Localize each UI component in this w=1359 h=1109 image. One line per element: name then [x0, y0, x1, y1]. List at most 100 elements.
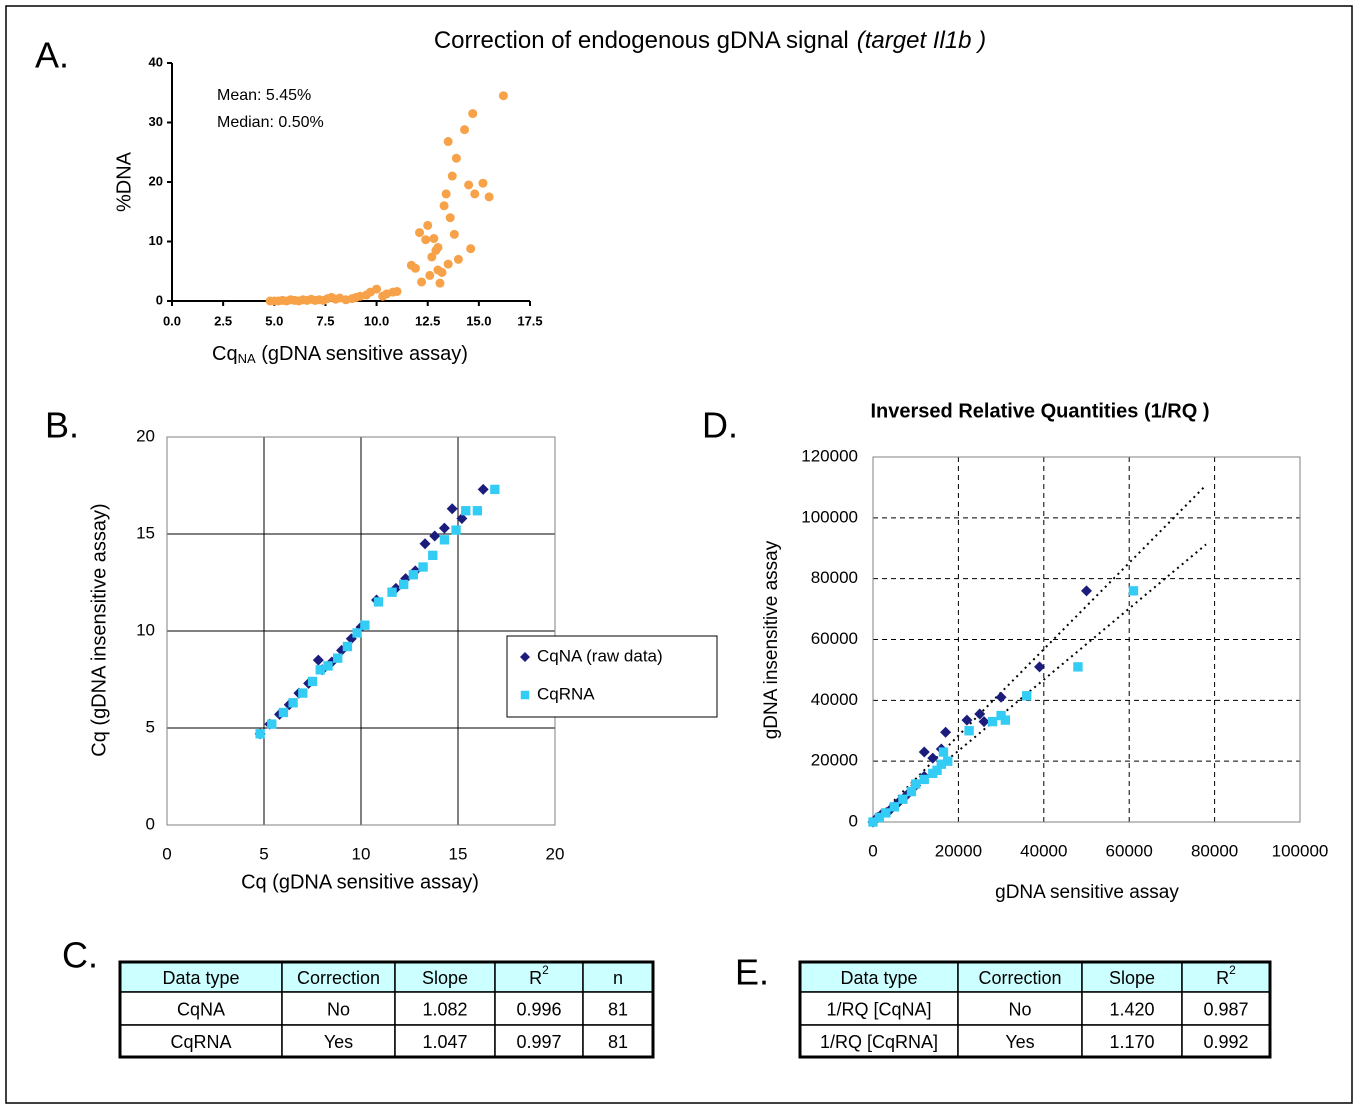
point: [478, 178, 488, 188]
point: [425, 270, 435, 280]
point: [446, 503, 458, 515]
point: [987, 716, 998, 727]
table-cell: [799, 1024, 959, 1058]
point: [447, 171, 457, 181]
legend-marker: [520, 690, 530, 700]
point: [1034, 661, 1046, 673]
point: [881, 808, 891, 818]
point: [484, 192, 494, 202]
y-tick-label: 20: [149, 173, 163, 188]
point: [312, 654, 324, 666]
point: [333, 653, 343, 663]
x-label-sub: NA: [238, 351, 256, 366]
x-tick-label: 40000: [1020, 841, 1067, 860]
point: [466, 244, 476, 254]
point: [439, 535, 450, 545]
y-tick-label: 5: [146, 717, 155, 736]
point: [342, 641, 353, 652]
cell-text: No: [327, 999, 350, 1019]
point: [472, 506, 483, 516]
cell-text: 1.047: [422, 1032, 467, 1052]
point: [392, 286, 402, 296]
table-cell: [119, 1024, 283, 1058]
x-axis-label: CqNA (gDNA sensitive assay): [212, 343, 468, 366]
point: [874, 812, 885, 823]
header-cell: [582, 961, 654, 993]
point: [429, 234, 439, 244]
y-tick-label: 10: [149, 233, 163, 248]
figure-title: Correction of endogenous gDNA signal (tar…: [434, 27, 986, 54]
point: [288, 698, 298, 708]
point: [964, 726, 974, 736]
point: [961, 714, 973, 726]
point: [418, 562, 428, 572]
cell-text: 81: [608, 1032, 628, 1052]
point: [974, 708, 986, 720]
point: [461, 506, 471, 516]
x-tick-label: 20000: [935, 841, 982, 860]
y-tick-label: 10: [136, 620, 155, 639]
point: [453, 254, 463, 264]
table-cell: [494, 1024, 584, 1058]
table-cell: [582, 1024, 654, 1058]
point: [373, 597, 384, 607]
table-cell: [281, 1024, 396, 1058]
point: [943, 756, 953, 766]
panel-label: A.: [35, 35, 69, 76]
point: [468, 109, 478, 119]
header-text: Correction: [297, 968, 380, 988]
legend-label: CqNA (raw data): [537, 646, 663, 665]
cell-text: 0.997: [516, 1032, 561, 1052]
x-tick-label: 5.0: [265, 313, 283, 328]
point: [1081, 585, 1092, 597]
panel-label: D.: [702, 405, 738, 446]
annotation: Mean: 5.45%: [217, 87, 311, 104]
x-tick-label: 12.5: [415, 313, 440, 328]
header-text: Data type: [840, 968, 917, 988]
x-tick-label: 20: [546, 844, 565, 863]
x-tick-label: 17.5: [517, 313, 542, 328]
point: [938, 747, 949, 757]
table-cell: [1081, 991, 1183, 1026]
header-sup: 2: [1229, 963, 1236, 977]
title-italic: (target Il1b ): [857, 27, 986, 54]
point: [1128, 586, 1139, 596]
y-tick-label: 20000: [811, 751, 858, 770]
point: [278, 707, 289, 718]
point: [439, 201, 449, 211]
point: [1000, 715, 1011, 725]
point: [399, 579, 409, 590]
legend-box: [506, 635, 718, 718]
header-cell: [1181, 961, 1271, 993]
x-tick-label: 60000: [1106, 841, 1153, 860]
point: [490, 484, 500, 495]
point: [445, 213, 455, 223]
cell-text: CqNA: [177, 999, 225, 1019]
point: [449, 229, 459, 239]
x-tick-label: 80000: [1191, 841, 1238, 860]
cell-text: 1/RQ [CqRNA]: [820, 1032, 938, 1052]
point: [428, 550, 438, 561]
point: [456, 512, 468, 524]
chart-title: Inversed Relative Quantities (1/RQ ): [871, 400, 1210, 422]
point: [255, 729, 265, 739]
y-tick-label: 0: [849, 811, 858, 830]
point: [387, 587, 397, 597]
table-cell: [394, 1024, 496, 1058]
cell-text: 1.170: [1109, 1032, 1154, 1052]
point: [315, 665, 325, 675]
point: [451, 525, 461, 535]
point: [410, 263, 420, 273]
y-tick-label: 0: [146, 814, 155, 833]
legend-marker: [520, 652, 530, 662]
y-tick-label: 40: [149, 54, 163, 69]
cell-text: 1/RQ [CqNA]: [826, 999, 931, 1019]
cell-text: 0.987: [1203, 999, 1248, 1019]
header-cell: [1081, 961, 1183, 993]
header-base: R: [529, 968, 542, 988]
x-tick-label: 10.0: [364, 313, 389, 328]
x-tick-label: 15.0: [466, 313, 491, 328]
panel-label: C.: [62, 935, 98, 976]
legend-label: CqRNA: [537, 684, 595, 703]
